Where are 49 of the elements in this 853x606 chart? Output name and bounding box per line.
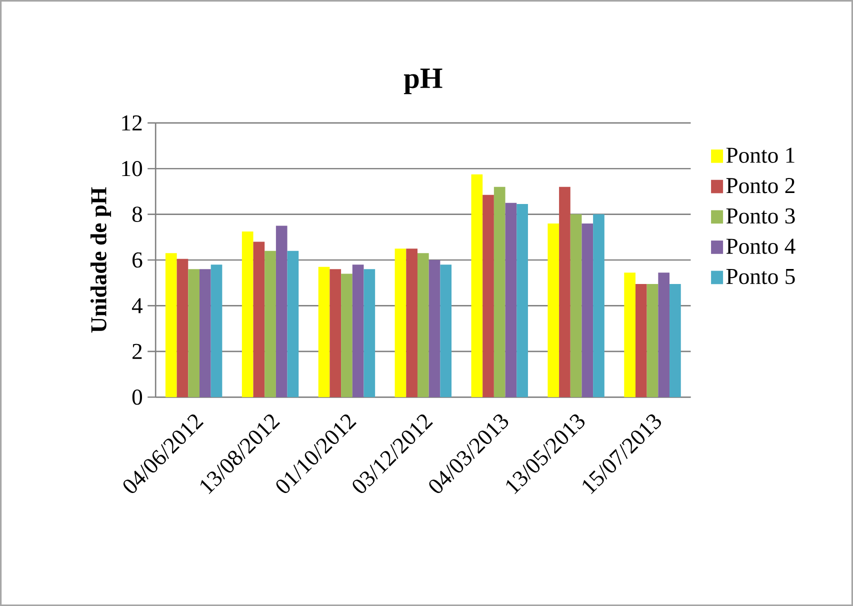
chart-title: pH <box>404 68 442 94</box>
bar <box>428 260 440 398</box>
y-tick-label: 6 <box>132 252 142 268</box>
bar <box>318 266 330 398</box>
bar <box>670 284 681 398</box>
bar <box>253 242 265 398</box>
bar <box>242 231 254 398</box>
bar <box>406 248 418 398</box>
y-tick-label: 8 <box>132 206 142 222</box>
bar <box>516 204 528 398</box>
bar <box>200 269 211 398</box>
bar <box>341 274 352 398</box>
bar <box>593 214 604 398</box>
bar <box>264 250 276 398</box>
y-tick-label: 4 <box>132 298 143 314</box>
bar <box>176 258 188 398</box>
bar <box>165 253 177 398</box>
y-tick-label: 12 <box>122 115 142 130</box>
legend-label: Ponto 5 <box>726 268 795 284</box>
bar <box>570 214 582 398</box>
legend-label: Ponto 1 <box>726 148 794 163</box>
bar <box>494 186 506 398</box>
bar <box>188 269 200 398</box>
bar <box>440 264 452 398</box>
bar <box>417 253 429 398</box>
bar <box>646 284 658 398</box>
bar <box>658 272 670 398</box>
bar <box>330 269 342 398</box>
bar <box>635 284 647 398</box>
bar <box>287 250 299 398</box>
bar <box>548 223 560 398</box>
bar <box>471 174 483 398</box>
y-tick-label: 0 <box>132 389 142 405</box>
bar <box>582 223 594 398</box>
legend-label: Ponto 2 <box>726 178 794 194</box>
bar <box>352 264 364 398</box>
bar <box>394 248 406 398</box>
bar <box>276 226 288 398</box>
bar <box>210 264 222 398</box>
y-tick-label: 10 <box>122 160 142 176</box>
bar <box>624 272 636 398</box>
bar <box>482 194 494 398</box>
bar <box>505 202 517 398</box>
legend-label: Ponto 4 <box>726 238 796 254</box>
bar <box>364 269 376 398</box>
y-axis-title: Unidade de pH <box>90 187 112 333</box>
legend-label: Ponto 3 <box>726 208 795 224</box>
y-tick-label: 2 <box>132 344 142 359</box>
bar <box>559 186 570 398</box>
